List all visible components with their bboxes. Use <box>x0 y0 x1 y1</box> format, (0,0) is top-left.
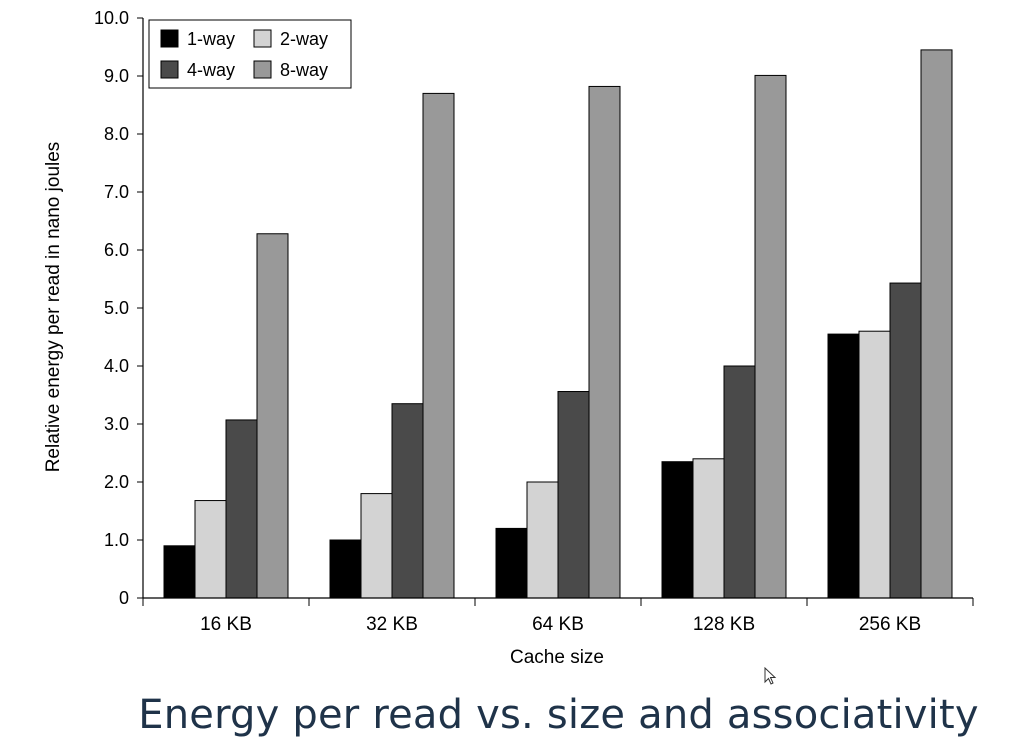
legend-swatch-4-way <box>160 60 179 79</box>
bar-4-way-256kb <box>889 282 922 599</box>
bars-group <box>163 49 953 599</box>
bar-4-way-32kb <box>391 403 424 599</box>
x-tick-label: 64 KB <box>532 614 584 635</box>
y-tick-label: 4.0 <box>104 356 129 376</box>
x-tick-label: 128 KB <box>693 614 755 635</box>
legend-label-2-way: 2-way <box>280 29 328 49</box>
legend: 1-way 2-way 4-way 8-way <box>148 19 352 89</box>
bar-8-way-32kb <box>422 92 455 599</box>
bar-1-way-128kb <box>661 461 694 599</box>
bar-4-way-16kb <box>225 419 258 599</box>
bar-2-way-16kb <box>194 500 227 599</box>
mouse-pointer-icon <box>764 667 777 685</box>
y-tick-label: 1.0 <box>104 530 129 550</box>
y-tick-label: 5.0 <box>104 298 129 318</box>
y-tick-label: 9.0 <box>104 66 129 86</box>
legend-swatch-1-way <box>160 29 179 48</box>
bar-8-way-256kb <box>920 49 953 599</box>
y-tick-label: 7.0 <box>104 182 129 202</box>
slide-caption: Energy per read vs. size and associativi… <box>138 692 979 738</box>
legend-box <box>148 19 352 89</box>
bar-1-way-256kb <box>827 333 860 599</box>
legend-swatch-8-way <box>253 60 272 79</box>
legend-swatch-2-way <box>253 29 272 48</box>
x-tick-label: 32 KB <box>366 614 418 635</box>
x-tick-label: 16 KB <box>200 614 252 635</box>
y-tick-label: 3.0 <box>104 414 129 434</box>
legend-label-1-way: 1-way <box>187 29 235 49</box>
bar-2-way-128kb <box>692 458 725 599</box>
y-tick-label: 6.0 <box>104 240 129 260</box>
y-tick-label: 0 <box>119 588 129 608</box>
y-tick-label: 10.0 <box>94 8 129 28</box>
y-tick-label: 8.0 <box>104 124 129 144</box>
legend-label-8-way: 8-way <box>280 60 328 80</box>
bar-2-way-32kb <box>360 493 393 599</box>
axes-group: 0 1.0 2.0 3.0 4.0 5.0 6.0 7.0 8.0 9.0 10.0 16 KB 32 … <box>94 8 974 635</box>
y-axis-label: Relative energy per read in nano joules <box>43 142 64 473</box>
bar-4-way-64kb <box>557 391 590 599</box>
bar-8-way-128kb <box>754 74 787 599</box>
x-axis-label: Cache size <box>510 647 604 668</box>
bar-2-way-256kb <box>858 330 891 599</box>
bar-1-way-64kb <box>495 527 528 599</box>
bar-8-way-64kb <box>588 85 621 599</box>
y-tick-label: 2.0 <box>104 472 129 492</box>
bar-1-way-32kb <box>329 539 362 599</box>
bar-8-way-16kb <box>256 233 289 599</box>
bar-2-way-64kb <box>526 481 559 599</box>
bar-4-way-128kb <box>723 365 756 599</box>
x-tick-label: 256 KB <box>859 614 921 635</box>
legend-label-4-way: 4-way <box>187 60 235 80</box>
bar-1-way-16kb <box>163 545 196 599</box>
